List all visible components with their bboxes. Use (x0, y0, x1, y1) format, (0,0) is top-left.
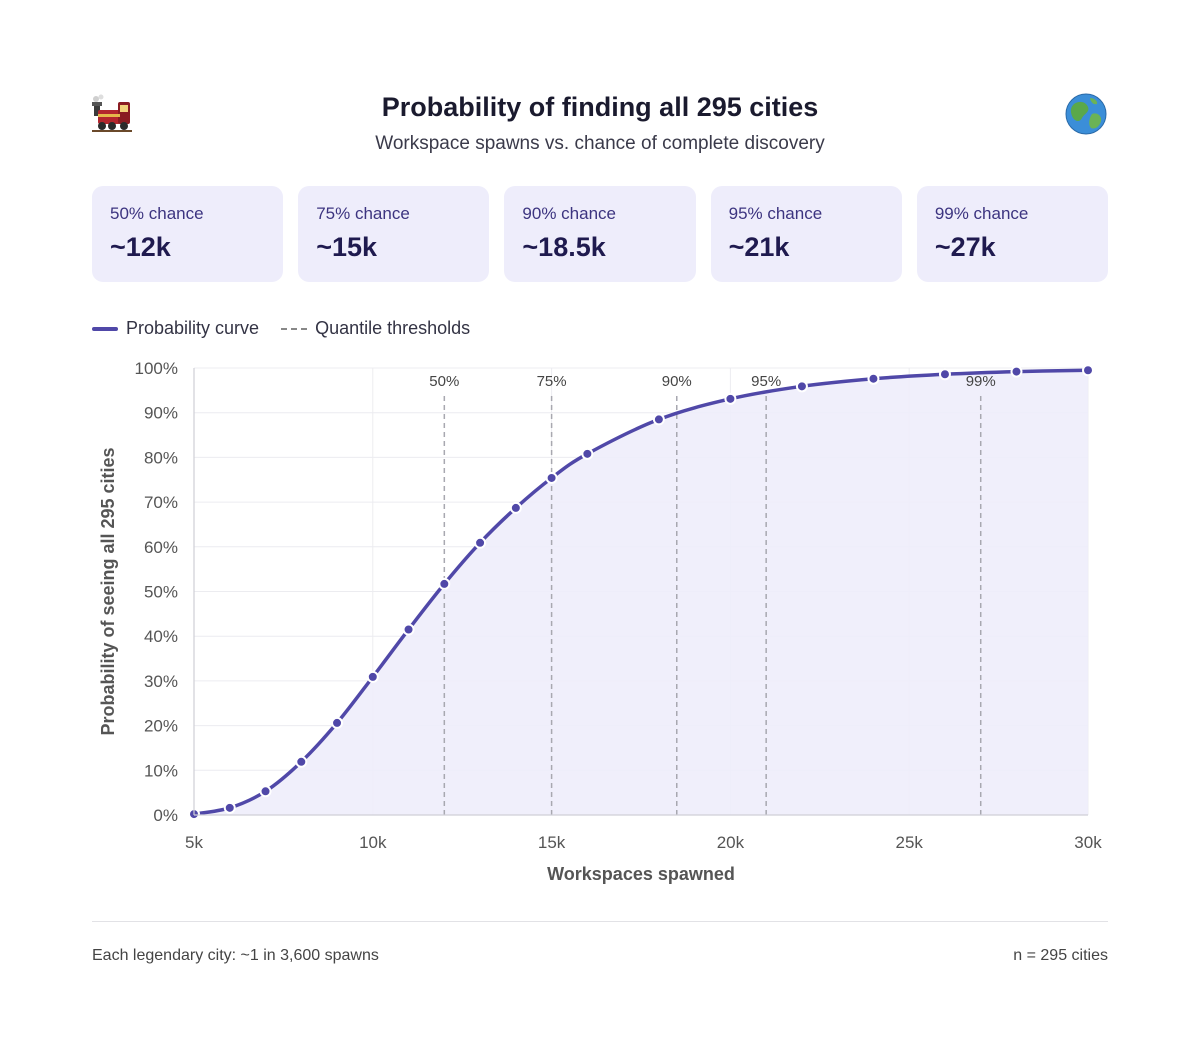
page-title: Probability of finding all 295 cities (381, 92, 819, 122)
y-tick-label: 30% (144, 672, 178, 691)
data-point (938, 368, 951, 381)
globe-icon (1064, 92, 1108, 136)
y-tick-label: 40% (144, 627, 178, 646)
train-icon (90, 92, 134, 136)
data-point (795, 380, 808, 393)
y-tick-label: 10% (144, 761, 178, 780)
data-point (724, 392, 737, 405)
data-point (259, 785, 272, 798)
data-point (545, 471, 558, 484)
data-point (223, 801, 236, 814)
y-tick-label: 90% (144, 404, 178, 423)
y-tick-label: 50% (144, 583, 178, 602)
x-tick-label: 5k (185, 833, 203, 852)
legend-item-thresholds[interactable]: Quantile thresholds (281, 318, 470, 339)
y-tick-label: 100% (135, 359, 178, 378)
footer-note: Each legendary city: ~1 in 3,600 spawns (92, 947, 379, 964)
card-label: 75% chance (316, 204, 410, 223)
data-point (474, 536, 487, 549)
x-tick-label: 15k (538, 833, 566, 852)
data-point (402, 623, 415, 636)
legend-swatch-solid (92, 326, 118, 331)
card-value: ~18.5k (522, 232, 606, 262)
x-tick-label: 20k (717, 833, 745, 852)
threshold-label: 50% (429, 373, 459, 390)
legend-item-curve[interactable]: Probability curve (92, 318, 259, 339)
card-90: 90% chance ~18.5k (504, 186, 696, 282)
card-value: ~15k (316, 232, 378, 262)
chart-legend: Probability curve Quantile thresholds (92, 318, 492, 339)
card-value: ~27k (934, 232, 996, 262)
y-tick-label: 70% (144, 493, 178, 512)
card-95: 95% chance ~21k (710, 186, 902, 282)
y-tick-label: 0% (153, 806, 178, 825)
threshold-label: 95% (751, 373, 781, 390)
card-value: ~21k (728, 232, 790, 262)
card-label: 99% chance (934, 204, 1029, 223)
data-point (1010, 365, 1023, 378)
card-label: 90% chance (522, 204, 616, 223)
footer-sample-size: n = 295 cities (1013, 947, 1108, 964)
quantile-cards: 50% chance ~12k 75% chance ~15k 90% chan… (92, 186, 1109, 282)
x-tick-label: 30k (1074, 833, 1102, 852)
card-99: 99% chance ~27k (916, 186, 1109, 282)
card-value: ~12k (110, 232, 171, 262)
data-point (867, 372, 880, 385)
x-tick-label: 25k (895, 833, 923, 852)
threshold-label: 75% (537, 373, 567, 390)
data-point (509, 501, 522, 514)
footer-divider (92, 921, 1108, 922)
y-axis-label: Probability of seeing all 295 cities (98, 447, 118, 735)
data-point (1082, 364, 1094, 377)
data-point (331, 716, 344, 729)
y-tick-label: 80% (144, 448, 178, 467)
y-tick-label: 60% (144, 538, 178, 557)
data-point (295, 755, 308, 768)
card-50: 50% chance ~12k (92, 186, 284, 282)
legend-swatch-dashed (281, 327, 308, 330)
threshold-label: 99% (966, 373, 996, 390)
curve-area (194, 370, 1088, 815)
y-tick-label: 20% (144, 717, 178, 736)
legend-label-thresholds: Quantile thresholds (315, 318, 471, 338)
data-point (366, 670, 379, 683)
card-label: 50% chance (110, 204, 204, 223)
card-label: 95% chance (728, 204, 823, 223)
data-point (438, 577, 451, 590)
data-point (652, 413, 665, 426)
x-tick-label: 10k (359, 833, 387, 852)
legend-label-curve: Probability curve (126, 318, 260, 338)
threshold-label: 90% (662, 373, 692, 390)
x-axis-label: Workspaces spawned (547, 864, 735, 884)
card-75: 75% chance ~15k (298, 186, 490, 282)
page-subtitle: Workspace spawns vs. chance of complete … (375, 133, 825, 154)
data-point (581, 447, 594, 460)
